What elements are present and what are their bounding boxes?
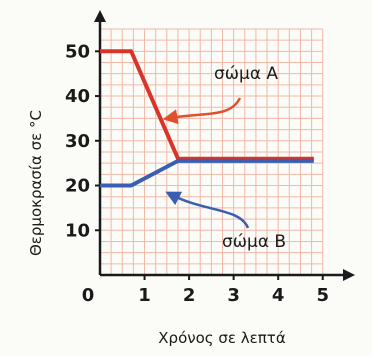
x-tick-label: 0 <box>82 285 95 306</box>
tick-labels: 0 1 2 3 4 5 10 20 30 40 50 <box>65 41 329 306</box>
y-tick-label: 10 <box>65 220 90 241</box>
annotation-label-b: σώμα Β <box>222 232 286 252</box>
annotation-arrow-b <box>165 191 250 229</box>
x-tick-label: 3 <box>227 285 240 306</box>
annotations: σώμα Α σώμα Β <box>162 64 286 252</box>
y-tick-label: 40 <box>65 86 90 107</box>
x-tick-label: 5 <box>316 285 329 306</box>
y-tick-label: 50 <box>65 41 90 62</box>
y-axis-label: Θερμοκρασία σε °C <box>27 110 45 256</box>
series-line-a <box>100 49 314 161</box>
x-tick-label: 1 <box>138 285 151 306</box>
x-axis-label: Χρόνος σε λεπτά <box>158 329 286 347</box>
y-tick-label: 30 <box>65 131 90 152</box>
series-lines <box>100 49 314 188</box>
y-axis-arrow <box>94 10 106 22</box>
annotation-label-a: σώμα Α <box>214 64 278 84</box>
y-tick-label: 20 <box>65 176 90 197</box>
series-line-b <box>100 158 314 188</box>
grid <box>100 28 324 275</box>
x-tick-label: 4 <box>272 285 285 306</box>
x-axis-arrow <box>343 269 355 281</box>
axes <box>94 10 355 281</box>
annotation-arrow-a <box>162 97 242 125</box>
x-tick-label: 2 <box>183 285 196 306</box>
